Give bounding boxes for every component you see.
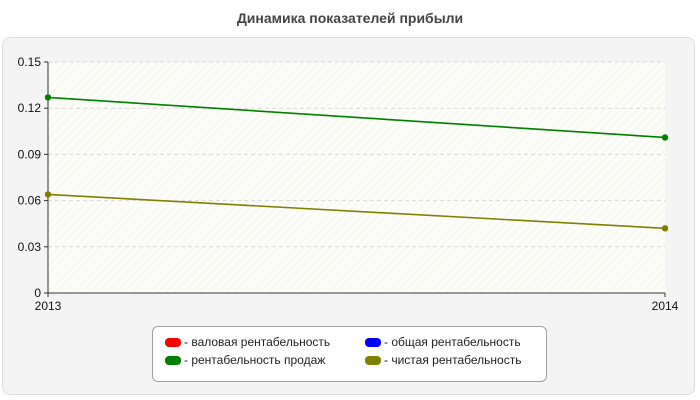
legend-label: - валовая рентабельность xyxy=(184,335,331,349)
legend-label: - рентабельность продаж xyxy=(184,353,326,367)
legend-item-net-margin: - чистая рентабельность xyxy=(365,353,521,367)
legend-swatch-green xyxy=(165,355,181,365)
y-tick-label: 0.15 xyxy=(18,55,42,69)
x-tick-label: 2013 xyxy=(35,299,62,313)
chart-title: Динамика показателей прибыли xyxy=(236,10,464,26)
legend-item-total-margin: - общая рентабельность xyxy=(365,335,521,349)
legend-label: - общая рентабельность xyxy=(384,335,521,349)
y-tick-label: 0.12 xyxy=(18,101,42,115)
legend: - валовая рентабельность - общая рентабе… xyxy=(152,326,547,382)
series-line-2 xyxy=(47,96,666,139)
data-point xyxy=(44,94,52,101)
y-tick-label: 0.09 xyxy=(18,147,42,161)
y-tick-label: 0.06 xyxy=(18,194,42,208)
legend-item-gross-margin: - валовая рентабельность xyxy=(165,335,330,349)
legend-swatch-blue xyxy=(365,337,381,347)
x-tick-label: 2014 xyxy=(652,299,679,313)
legend-swatch-red xyxy=(165,337,181,347)
y-tick-label: 0.03 xyxy=(18,240,42,254)
plot-area-hatch xyxy=(48,62,665,293)
data-point xyxy=(661,225,669,232)
data-point xyxy=(661,134,669,141)
legend-item-sales-margin: - рентабельность продаж xyxy=(165,353,325,367)
series-line-3 xyxy=(47,193,666,230)
legend-label: - чистая рентабельность xyxy=(384,353,522,367)
y-tick-label: 0 xyxy=(34,286,41,300)
legend-swatch-olive xyxy=(365,355,381,365)
data-point xyxy=(44,191,52,198)
